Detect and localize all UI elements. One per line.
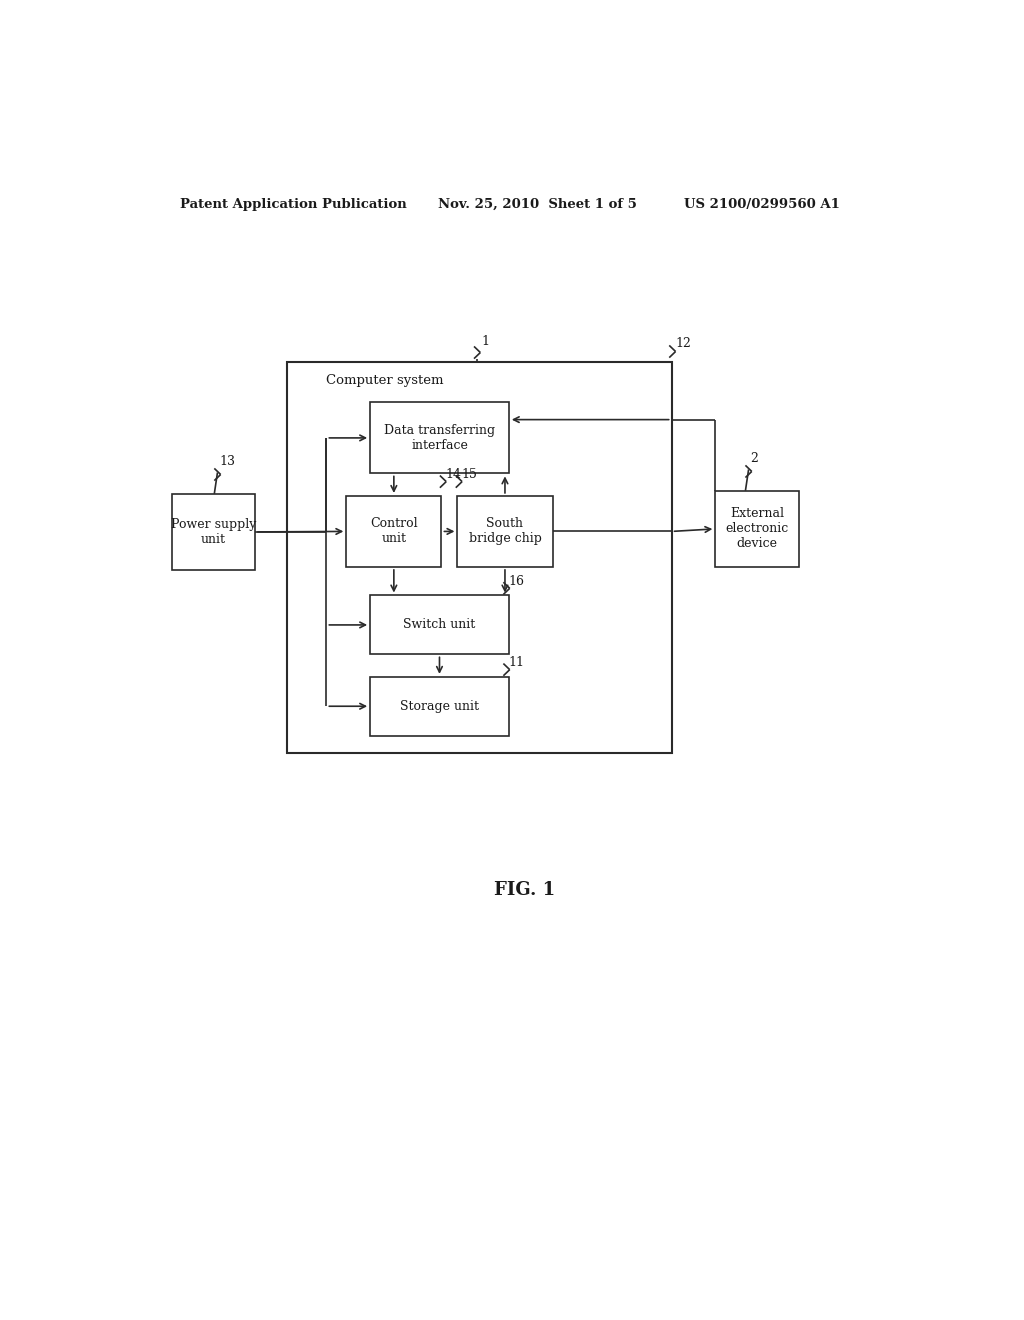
Text: Computer system: Computer system: [327, 374, 443, 387]
Text: 15: 15: [461, 469, 477, 480]
Bar: [715, 491, 799, 568]
Bar: [172, 494, 255, 570]
Bar: [370, 595, 509, 655]
Text: US 2100/0299560 A1: US 2100/0299560 A1: [684, 198, 840, 211]
Bar: [346, 496, 441, 568]
Text: Control
unit: Control unit: [370, 517, 418, 545]
Text: 13: 13: [219, 455, 236, 467]
Text: 11: 11: [509, 656, 525, 669]
Text: External
electronic
device: External electronic device: [725, 507, 788, 550]
Bar: [370, 403, 509, 474]
Text: FIG. 1: FIG. 1: [495, 882, 555, 899]
Text: Power supply
unit: Power supply unit: [171, 517, 256, 546]
Text: Storage unit: Storage unit: [400, 700, 479, 713]
Text: 12: 12: [676, 337, 691, 350]
Text: Data transferring
interface: Data transferring interface: [384, 424, 495, 451]
Text: 16: 16: [509, 574, 525, 587]
Bar: [458, 496, 553, 568]
Text: South
bridge chip: South bridge chip: [469, 517, 542, 545]
Bar: [287, 362, 672, 752]
Text: 14: 14: [445, 469, 462, 480]
Text: Nov. 25, 2010  Sheet 1 of 5: Nov. 25, 2010 Sheet 1 of 5: [437, 198, 636, 211]
Text: 1: 1: [481, 335, 489, 348]
Text: Patent Application Publication: Patent Application Publication: [179, 198, 407, 211]
Text: Switch unit: Switch unit: [403, 619, 475, 631]
Text: 2: 2: [751, 451, 758, 465]
Bar: [370, 677, 509, 735]
